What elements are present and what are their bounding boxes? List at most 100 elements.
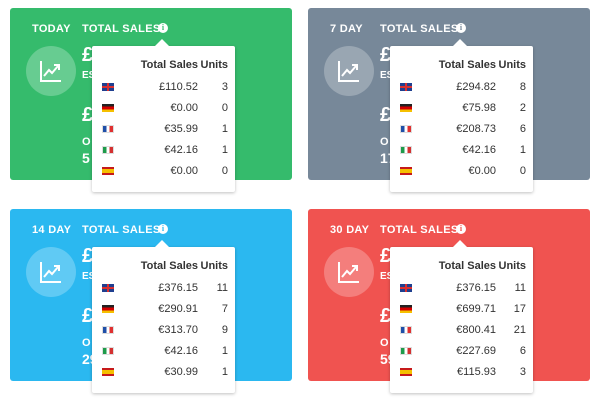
- units-value: 8: [519, 80, 526, 93]
- trend-circle: [26, 46, 76, 96]
- period-label: TODAY: [32, 23, 71, 35]
- total-sales-label: TOTAL SALES: [380, 224, 459, 236]
- sales-breakdown-popup: Total Sales Units £376.15 11 €290.91 7 €…: [92, 240, 235, 393]
- peek-value: £: [82, 44, 94, 66]
- peek-label: O: [82, 136, 91, 148]
- uk-flag-icon: [102, 283, 114, 292]
- info-icon[interactable]: i: [158, 23, 168, 33]
- info-icon[interactable]: i: [456, 23, 466, 33]
- units-value: 17: [513, 302, 526, 315]
- italy-flag-icon: [400, 346, 412, 355]
- units-value: 21: [513, 323, 526, 336]
- column-header: Units: [498, 260, 527, 272]
- italy-flag-icon: [102, 346, 114, 355]
- sales-value: €42.16: [462, 143, 496, 156]
- france-flag-icon: [102, 124, 114, 133]
- sales-breakdown-popup: Total Sales Units £110.52 3 €0.00 0 €35.…: [92, 39, 235, 192]
- sales-value: €0.00: [170, 164, 198, 177]
- units-value: 9: [221, 323, 228, 336]
- spain-flag-icon: [400, 367, 412, 376]
- peek-label: O: [380, 136, 389, 148]
- sales-value: €313.70: [158, 323, 198, 336]
- peek-value: £: [380, 44, 392, 66]
- uk-flag-icon: [400, 82, 412, 91]
- trending-up-icon: [40, 61, 61, 82]
- units-value: 11: [514, 281, 526, 294]
- column-header: Total Sales: [438, 59, 496, 71]
- table-row: £376.15 11: [102, 277, 228, 298]
- column-header: Total Sales: [140, 59, 198, 71]
- column-header: Units: [200, 59, 229, 71]
- sales-value: €42.16: [164, 344, 198, 357]
- italy-flag-icon: [400, 145, 412, 154]
- uk-flag-icon: [400, 283, 412, 292]
- peek-value: £: [82, 245, 94, 267]
- info-icon[interactable]: i: [158, 224, 168, 234]
- france-flag-icon: [102, 325, 114, 334]
- table-row: €0.00 0: [102, 160, 228, 181]
- sales-value: €290.91: [158, 302, 198, 315]
- sales-breakdown-table: Total Sales Units £376.15 11 €699.71 17 …: [400, 255, 526, 382]
- table-row: £376.15 11: [400, 277, 526, 298]
- trending-up-icon: [338, 262, 359, 283]
- sales-value: €42.16: [164, 143, 198, 156]
- uk-flag-icon: [102, 82, 114, 91]
- total-sales-label: TOTAL SALES: [82, 224, 161, 236]
- table-row: €208.73 6: [400, 118, 526, 139]
- peek-label: O: [380, 337, 389, 349]
- peek-value: £: [380, 104, 392, 126]
- peek-label: ES: [82, 70, 96, 81]
- table-row: €35.99 1: [102, 118, 228, 139]
- table-row: £294.82 8: [400, 76, 526, 97]
- trend-circle: [26, 247, 76, 297]
- units-value: 0: [221, 164, 228, 177]
- table-row: €313.70 9: [102, 319, 228, 340]
- table-row: £110.52 3: [102, 76, 228, 97]
- sales-value: €115.93: [457, 365, 496, 378]
- table-row: €75.98 2: [400, 97, 526, 118]
- units-value: 1: [221, 122, 228, 135]
- sales-value: €30.99: [164, 365, 198, 378]
- sales-value: €35.99: [164, 122, 198, 135]
- units-value: 1: [221, 365, 228, 378]
- units-value: 0: [519, 164, 526, 177]
- peek-label: ES: [380, 271, 394, 282]
- units-value: 1: [221, 143, 228, 156]
- sales-breakdown-table: Total Sales Units £376.15 11 €290.91 7 €…: [102, 255, 228, 382]
- total-sales-label: TOTAL SALES: [380, 23, 459, 35]
- peek-value: £: [380, 245, 392, 267]
- column-header: Total Sales: [140, 260, 198, 272]
- units-value: 0: [221, 101, 228, 114]
- table-row: €290.91 7: [102, 298, 228, 319]
- sales-value: €800.41: [456, 323, 496, 336]
- table-row: €0.00 0: [102, 97, 228, 118]
- germany-flag-icon: [400, 103, 412, 112]
- sales-value: €0.00: [468, 164, 496, 177]
- sales-value: €75.98: [462, 101, 496, 114]
- units-value: 6: [519, 122, 526, 135]
- sales-value: £376.15: [456, 281, 496, 294]
- peek-label: ES: [82, 271, 96, 282]
- period-label: 7 DAY: [330, 23, 363, 35]
- peek-value: 5: [82, 150, 90, 166]
- sales-value: £376.15: [158, 281, 198, 294]
- table-row: €30.99 1: [102, 361, 228, 382]
- table-row: €699.71 17: [400, 298, 526, 319]
- units-value: 6: [519, 344, 526, 357]
- units-value: 3: [221, 80, 228, 93]
- info-icon[interactable]: i: [456, 224, 466, 234]
- sales-value: £110.52: [159, 80, 198, 93]
- period-label: 14 DAY: [32, 224, 72, 236]
- sales-value: £294.82: [456, 80, 496, 93]
- sales-breakdown-popup: Total Sales Units £294.82 8 €75.98 2 €20…: [390, 39, 533, 192]
- sales-breakdown-table: Total Sales Units £294.82 8 €75.98 2 €20…: [400, 54, 526, 181]
- table-row: €42.16 1: [400, 139, 526, 160]
- table-row: €800.41 21: [400, 319, 526, 340]
- sales-value: €208.73: [456, 122, 496, 135]
- france-flag-icon: [400, 325, 412, 334]
- trending-up-icon: [40, 262, 61, 283]
- table-row: €42.16 1: [102, 340, 228, 361]
- peek-label: ES: [380, 70, 394, 81]
- germany-flag-icon: [102, 103, 114, 112]
- trend-circle: [324, 46, 374, 96]
